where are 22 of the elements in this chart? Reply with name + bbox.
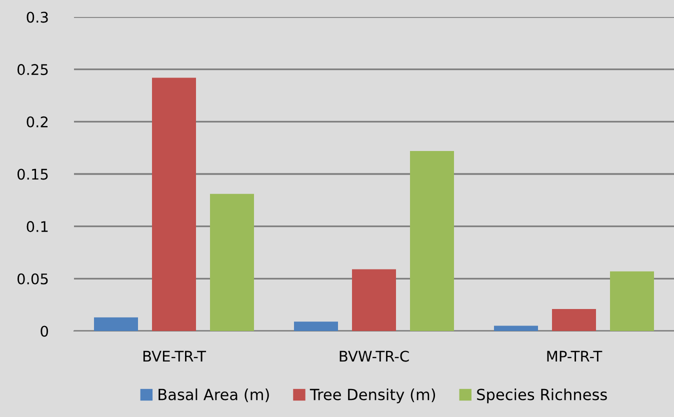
y-tick-label: 0.25 [17, 64, 48, 76]
bar [294, 322, 338, 331]
y-tick-label: 0.15 [17, 168, 48, 180]
bar [352, 269, 396, 331]
y-tick-label: 0.3 [26, 12, 48, 23]
x-tick-label: MP-TR-T [547, 350, 602, 362]
x-tick-label: BVW-TR-C [340, 350, 409, 362]
legend-label: Tree Density (m) [310, 388, 436, 404]
bar [152, 78, 196, 331]
bar [94, 317, 138, 331]
y-tick-label: 0.2 [26, 116, 48, 128]
bar [410, 150, 454, 331]
y-tick-label: 0.05 [17, 273, 48, 284]
bar [494, 326, 538, 331]
legend-label: Species Richness [477, 388, 607, 404]
x-tick-label: BVE-TR-T [143, 350, 206, 362]
bar [610, 271, 654, 331]
bar [210, 194, 254, 331]
legend-label: Basal Area (m) [158, 388, 269, 402]
y-tick-label: 0.1 [26, 221, 48, 232]
bar [552, 309, 596, 331]
y-tick-label: 0 [40, 326, 48, 337]
